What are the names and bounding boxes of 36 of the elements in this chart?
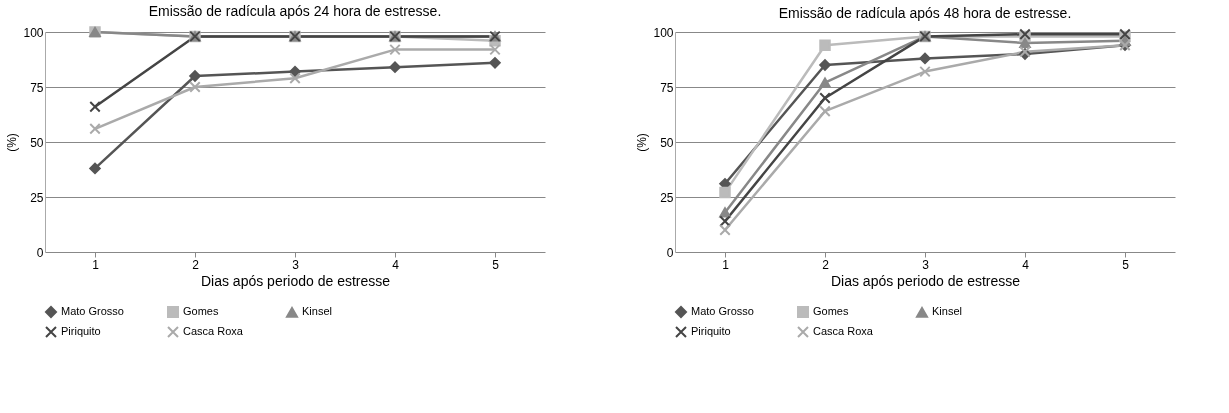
legend-label: Kinsel [302,305,332,318]
y-tick-label: 75 [30,80,44,95]
x-tick-label: 3 [922,257,930,272]
y-tick-label: 25 [660,190,674,205]
legend-label: Gomes [813,305,849,317]
x-axis-title: Dias após periodo de estresse [200,272,391,289]
legend-label: Mato Grosso [691,305,754,317]
y-tick-label: 100 [23,25,44,40]
legend-label: Piriquito [61,325,101,337]
y-tick-label: 50 [660,135,674,150]
x-tick-label: 2 [822,257,830,272]
y-tick-label: 75 [660,80,674,95]
y-axis-title: (%) [635,133,650,152]
y-tick-label: 50 [30,135,44,150]
legend-label: Mato Grosso [61,305,124,317]
legend-label: Gomes [183,305,219,317]
x-tick-label: 1 [92,257,100,272]
y-tick-label: 0 [36,245,44,260]
x-tick-label: 4 [1022,257,1030,272]
legend-label: Kinsel [932,305,962,318]
y-tick-label: 25 [30,190,44,205]
legend-label: Piriquito [691,325,731,337]
legend-label: Casca Roxa [183,325,244,337]
legend-label: Casca Roxa [813,325,874,337]
x-axis-title: Dias após periodo de estresse [830,272,1021,289]
x-tick-label: 5 [1122,257,1130,272]
chart-title: Emissão de radícula após 48 hora de estresse. [778,5,1072,22]
x-tick-label: 1 [722,257,730,272]
y-tick-label: 100 [653,25,674,40]
x-tick-label: 5 [492,257,500,272]
x-tick-label: 2 [192,257,200,272]
x-tick-label: 3 [292,257,300,272]
y-tick-label: 0 [666,245,674,260]
y-axis-title: (%) [5,133,20,152]
chart-title: Emissão de radícula após 24 hora de estresse. [148,3,442,20]
x-tick-label: 4 [392,257,400,272]
